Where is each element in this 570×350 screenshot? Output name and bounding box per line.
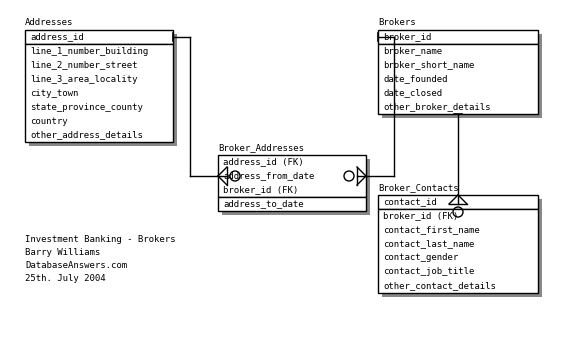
Bar: [25, 30, 173, 44]
Text: Investment Banking - Brokers: Investment Banking - Brokers: [25, 235, 176, 244]
Text: country: country: [30, 117, 68, 126]
Text: DatabaseAnswers.com: DatabaseAnswers.com: [25, 261, 127, 270]
Text: date_closed: date_closed: [383, 89, 442, 98]
Text: broker_short_name: broker_short_name: [383, 61, 474, 70]
Text: contact_last_name: contact_last_name: [383, 239, 474, 248]
Text: other_address_details: other_address_details: [30, 131, 143, 140]
Bar: [218, 155, 366, 197]
Text: address_to_date: address_to_date: [223, 199, 304, 209]
Text: broker_id: broker_id: [383, 33, 431, 42]
Text: Broker_Contacts: Broker_Contacts: [378, 183, 459, 192]
Text: address_id: address_id: [30, 33, 84, 42]
Text: other_broker_details: other_broker_details: [383, 103, 491, 112]
Bar: [378, 30, 538, 44]
Text: other_contact_details: other_contact_details: [383, 281, 496, 290]
Text: address_from_date: address_from_date: [223, 172, 315, 181]
Text: contact_job_title: contact_job_title: [383, 267, 474, 276]
Bar: [378, 209, 538, 293]
Text: contact_id: contact_id: [383, 197, 437, 206]
Text: address_id (FK): address_id (FK): [223, 158, 304, 167]
Bar: [222, 159, 370, 215]
Text: broker_id (FK): broker_id (FK): [223, 186, 298, 195]
Text: city_town: city_town: [30, 89, 79, 98]
Text: Addresses: Addresses: [25, 18, 74, 27]
Text: date_founded: date_founded: [383, 75, 447, 84]
Bar: [382, 199, 542, 297]
Text: broker_name: broker_name: [383, 47, 442, 56]
Bar: [29, 34, 177, 146]
Bar: [378, 195, 538, 209]
Text: Brokers: Brokers: [378, 18, 416, 27]
Bar: [382, 34, 542, 118]
Text: contact_first_name: contact_first_name: [383, 225, 480, 234]
Text: Barry Williams: Barry Williams: [25, 248, 100, 257]
Bar: [378, 44, 538, 114]
Text: Broker_Addresses: Broker_Addresses: [218, 143, 304, 152]
Text: line_2_number_street: line_2_number_street: [30, 61, 137, 70]
Bar: [25, 44, 173, 142]
Text: broker_id (FK): broker_id (FK): [383, 211, 458, 220]
Text: 25th. July 2004: 25th. July 2004: [25, 274, 105, 283]
Text: line_3_area_locality: line_3_area_locality: [30, 75, 137, 84]
Text: line_1_number_building: line_1_number_building: [30, 47, 148, 56]
Bar: [218, 197, 366, 211]
Text: contact_gender: contact_gender: [383, 253, 458, 262]
Text: state_province_county: state_province_county: [30, 103, 143, 112]
